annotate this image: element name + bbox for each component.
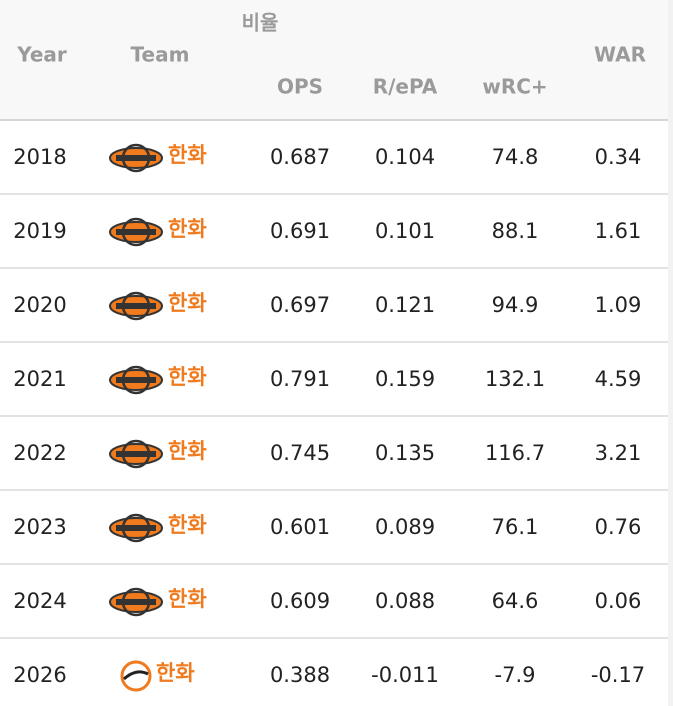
cell-value: 0.159 <box>375 367 435 391</box>
logo-band <box>116 599 156 605</box>
cell-value: 2026 <box>13 663 66 687</box>
cell-value: -7.9 <box>495 663 536 687</box>
logo-swoosh <box>122 670 149 681</box>
cell-value: -0.17 <box>591 663 645 687</box>
team-name: 한화 <box>168 143 207 167</box>
cell-value: 0.388 <box>270 663 330 687</box>
cell-value: 132.1 <box>485 367 545 391</box>
group-header: 비율 <box>242 11 279 35</box>
logo-band <box>116 303 156 309</box>
team-logo <box>109 143 163 173</box>
team-name: 한화 <box>168 587 207 611</box>
cell-value: 2022 <box>13 441 66 465</box>
team-logo <box>109 513 163 543</box>
cell-value: 116.7 <box>485 441 545 465</box>
cell-value: 0.089 <box>375 515 435 539</box>
cell-value: 0.088 <box>375 589 435 613</box>
cell-value: 0.687 <box>270 145 330 169</box>
cell-value: 94.9 <box>492 293 539 317</box>
header-background <box>0 0 668 120</box>
cell-value: 2019 <box>13 219 66 243</box>
cell-value: 0.34 <box>595 145 642 169</box>
cell-value: 88.1 <box>492 219 539 243</box>
column-header: OPS <box>277 75 323 99</box>
cell-value: 2024 <box>13 589 66 613</box>
cell-value: 0.601 <box>270 515 330 539</box>
team-logo <box>109 587 163 617</box>
team-logo <box>109 217 163 247</box>
cell-value: 1.61 <box>595 219 642 243</box>
cell-value: 0.135 <box>375 441 435 465</box>
logo-band <box>116 525 156 531</box>
logo-band <box>116 229 156 235</box>
cell-value: 1.09 <box>595 293 642 317</box>
team-name: 한화 <box>168 217 207 241</box>
team-logo <box>109 439 163 469</box>
cell-value: 4.59 <box>595 367 642 391</box>
cell-value: 2018 <box>13 145 66 169</box>
cell-value: 3.21 <box>595 441 642 465</box>
cell-value: 0.609 <box>270 589 330 613</box>
team-name: 한화 <box>156 661 195 685</box>
column-header: Team <box>131 43 190 67</box>
cell-value: 0.697 <box>270 293 330 317</box>
team-name: 한화 <box>168 365 207 389</box>
cell-value: 0.691 <box>270 219 330 243</box>
logo-band <box>116 377 156 383</box>
cell-value: 2023 <box>13 515 66 539</box>
team-logo <box>120 660 152 692</box>
cell-value: 0.101 <box>375 219 435 243</box>
column-header: WAR <box>594 43 646 67</box>
cell-value: 2021 <box>13 367 66 391</box>
team-name: 한화 <box>168 513 207 537</box>
cell-value: 0.745 <box>270 441 330 465</box>
cell-value: 76.1 <box>492 515 539 539</box>
team-name: 한화 <box>168 291 207 315</box>
column-header: R/ePA <box>373 75 438 99</box>
column-header: wRC+ <box>482 75 547 99</box>
team-logo <box>109 365 163 395</box>
cell-value: 0.791 <box>270 367 330 391</box>
cell-value: 2020 <box>13 293 66 317</box>
cell-value: 0.76 <box>595 515 642 539</box>
column-header: Year <box>16 43 67 67</box>
team-logo <box>109 291 163 321</box>
cell-value: 0.06 <box>595 589 642 613</box>
cell-value: 64.6 <box>492 589 539 613</box>
logo-ring <box>120 660 152 692</box>
logo-band <box>116 155 156 161</box>
scroll-edge <box>668 0 673 706</box>
cell-value: 0.104 <box>375 145 435 169</box>
logo-band <box>116 451 156 457</box>
cell-value: 74.8 <box>492 145 539 169</box>
cell-value: 0.121 <box>375 293 435 317</box>
team-name: 한화 <box>168 439 207 463</box>
cell-value: -0.011 <box>371 663 439 687</box>
